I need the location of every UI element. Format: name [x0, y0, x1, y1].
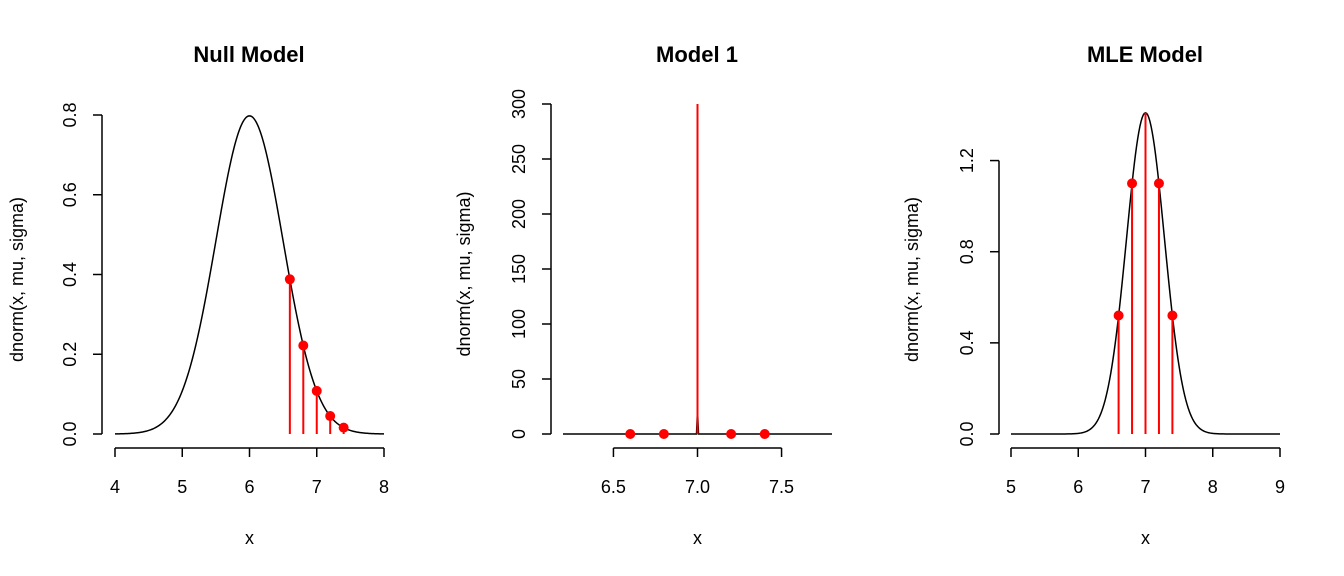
y-tick-label: 0.2: [60, 342, 80, 367]
y-tick-label: 100: [509, 309, 529, 339]
x-axis-label: x: [693, 528, 702, 548]
panel-1: Null Model 0.0 0.2 0.4 0.6 0.8 4 5 6 7 8 x dnorm(x, …: [7, 42, 389, 548]
x-tick-label: 4: [110, 477, 120, 497]
x-tick-label: 7.5: [769, 477, 794, 497]
data-point: [759, 429, 770, 439]
y-tick-label: 0.4: [957, 330, 977, 355]
y-tick-label: 0.8: [60, 102, 80, 127]
data-point: [1127, 178, 1138, 189]
y-tick-label: 0.4: [60, 262, 80, 287]
y-tick-label: 250: [509, 144, 529, 174]
chart-title: Model 1: [656, 42, 738, 67]
y-tick-label: 0: [509, 429, 529, 439]
x-tick-label: 7: [1140, 477, 1150, 497]
data-point: [325, 411, 336, 422]
x-tick-label: 5: [1006, 477, 1016, 497]
data-point: [1167, 310, 1178, 321]
density-curve: [114, 115, 385, 435]
data-point: [726, 429, 737, 439]
data-point: [284, 274, 295, 285]
x-axis-label: x: [245, 528, 254, 548]
y-tick-label: 150: [509, 254, 529, 284]
x-tick-label: 6.5: [601, 477, 626, 497]
data-point: [338, 422, 349, 433]
x-tick-label: 6: [244, 477, 254, 497]
y-axis-label: dnorm(x, mu, sigma): [7, 197, 27, 362]
chart-title: Null Model: [193, 42, 304, 67]
y-tick-label: 1.2: [957, 148, 977, 173]
data-point: [658, 429, 669, 439]
y-tick-label: 0.8: [957, 239, 977, 264]
x-tick-label: 8: [379, 477, 389, 497]
y-axis-label: dnorm(x, mu, sigma): [454, 191, 474, 356]
panel-2: Model 1 0 50 100 150 200 250 300 6.5 7.0 7.5 x dnorm…: [454, 42, 832, 548]
x-axis-label: x: [1141, 528, 1150, 548]
x-tick-label: 5: [177, 477, 187, 497]
y-tick-label: 50: [509, 369, 529, 389]
data-point: [1113, 310, 1124, 321]
y-tick-label: 0.6: [60, 182, 80, 207]
y-tick-label: 300: [509, 89, 529, 119]
data-point: [625, 429, 636, 439]
panel-3: MLE Model 0.0 0.4 0.8 1.2 5 6 7 8 9 x dnorm(x, mu, …: [902, 42, 1285, 548]
x-tick-label: 7: [312, 477, 322, 497]
y-tick-label: 0.0: [957, 421, 977, 446]
x-tick-label: 6: [1073, 477, 1083, 497]
data-point: [1153, 178, 1164, 189]
data-point: [298, 340, 309, 351]
y-tick-label: 200: [509, 199, 529, 229]
chart-title: MLE Model: [1087, 42, 1203, 67]
x-tick-label: 9: [1275, 477, 1285, 497]
y-axis-label: dnorm(x, mu, sigma): [902, 197, 922, 362]
x-tick-label: 7.0: [685, 477, 710, 497]
y-tick-label: 0.0: [60, 421, 80, 446]
data-point: [311, 385, 322, 396]
x-tick-label: 8: [1208, 477, 1218, 497]
